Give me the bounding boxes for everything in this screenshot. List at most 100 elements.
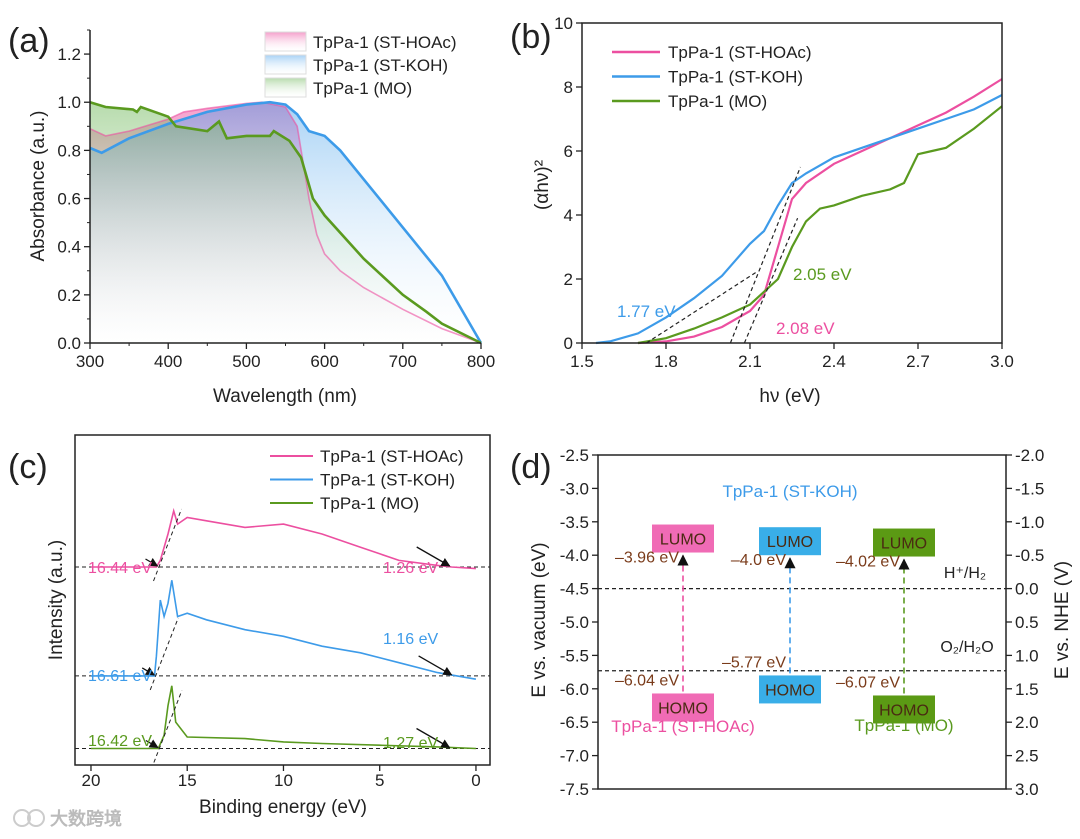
legend-label: TpPa-1 (ST-KOH) — [313, 56, 448, 75]
arrow — [416, 727, 451, 749]
panel-label-b: (b) — [510, 18, 552, 56]
y-tick-label: 0.8 — [57, 141, 81, 160]
right-y-tick-label: 1.5 — [1015, 680, 1039, 699]
panel-label-a: (a) — [8, 22, 50, 60]
lumo-label: LUMO — [660, 532, 706, 549]
cutoff-label: 16.42 eV — [88, 733, 152, 750]
legend-label: TpPa-1 (ST-KOH) — [668, 68, 803, 87]
series-line-hoac — [91, 507, 476, 570]
band-gap-label: 2.08 eV — [776, 319, 835, 338]
lumo-energy-label: –4.02 eV — [836, 554, 900, 571]
y-tick-label: -5.0 — [560, 613, 589, 632]
right-y-tick-label: 0.0 — [1015, 580, 1039, 599]
arrow — [141, 666, 156, 676]
right-y-tick-label: -0.5 — [1015, 546, 1044, 565]
y-tick-label: 0.2 — [57, 286, 81, 305]
plot-frame — [74, 434, 491, 766]
y-tick-label: 0.6 — [57, 190, 81, 209]
x-tick-label: 1.5 — [570, 352, 594, 371]
arrow — [145, 557, 159, 567]
right-y-tick-label: 3.0 — [1015, 780, 1039, 799]
homo-label: HOMO — [765, 682, 815, 699]
plot-frame — [597, 454, 1007, 790]
lumo-energy-label: –4.0 eV — [731, 552, 786, 569]
lumo-box — [759, 527, 821, 556]
y-tick-label: -7.0 — [560, 747, 589, 766]
series-line-mo — [637, 105, 1003, 345]
panel-a: (a) 300 400 500 600 700 800 0.0 0.2 0.4 0.6 0.8 1.0 1… — [8, 22, 495, 407]
y-tick-label: 0.4 — [57, 238, 81, 257]
y-axis-label-left: E vs. vacuum (eV) — [529, 542, 550, 697]
watermark: 大数跨境 — [13, 808, 122, 829]
x-tick-label: 700 — [389, 352, 417, 371]
legend-label: TpPa-1 (MO) — [668, 92, 767, 111]
lumo-box — [652, 524, 714, 553]
arrow — [418, 655, 453, 676]
x-tick-label: 2.4 — [822, 352, 846, 371]
homo-box — [759, 675, 821, 704]
x-tick-label: 1.8 — [654, 352, 678, 371]
legend-swatch-mo — [264, 77, 307, 98]
tangent-line — [646, 272, 756, 344]
series-line-hoac — [637, 78, 1003, 345]
tangent-line — [743, 217, 799, 344]
legend-label: TpPa-1 (ST-HOAc) — [668, 43, 812, 62]
cutoff-tangent — [149, 617, 179, 691]
watermark-logo-icon — [27, 809, 45, 827]
x-axis-label: hν (eV) — [759, 386, 820, 407]
right-y-tick-label: 1.0 — [1015, 646, 1039, 665]
homo-energy-label: –6.04 eV — [615, 672, 679, 689]
panel-label-c: (c) — [8, 448, 48, 486]
x-tick-label: 2.1 — [738, 352, 762, 371]
x-tick-label: 5 — [375, 771, 384, 790]
y-tick-label: -5.5 — [560, 646, 589, 665]
x-tick-label: 400 — [154, 352, 182, 371]
lumo-box — [873, 528, 935, 557]
band-gap-label: 1.77 eV — [617, 302, 676, 321]
series-line-koh — [91, 580, 477, 680]
homo-label: HOMO — [879, 702, 929, 719]
y-axis-label-right: E vs. NHE (V) — [1052, 561, 1073, 679]
watermark-text: 大数跨境 — [50, 808, 122, 829]
y-tick-label: 6 — [564, 142, 573, 161]
band-gap-label: 2.05 eV — [793, 265, 852, 284]
homo-box — [652, 693, 714, 722]
onset-label: 1.27 eV — [383, 735, 438, 752]
right-y-tick-label: 2.5 — [1015, 747, 1039, 766]
legend-swatch-hoac — [264, 31, 307, 52]
legend-label: TpPa-1 (ST-KOH) — [320, 471, 455, 490]
x-axis-label: Binding energy (eV) — [199, 797, 367, 818]
y-tick-label: 1.0 — [57, 93, 81, 112]
x-tick-label: 3.0 — [990, 352, 1014, 371]
y-axis-label: Intensity (a.u.) — [46, 540, 67, 660]
x-tick-label: 500 — [232, 352, 260, 371]
y-tick-label: 1.2 — [57, 45, 81, 64]
y-tick-label: 0.0 — [57, 334, 81, 353]
cutoff-label: 16.44 eV — [88, 560, 152, 577]
x-tick-label: 0 — [471, 771, 480, 790]
x-tick-label: 2.7 — [906, 352, 930, 371]
x-axis-label: Wavelength (nm) — [213, 386, 357, 407]
x-tick-label: 600 — [310, 352, 338, 371]
cutoff-tangent — [153, 508, 182, 582]
right-y-tick-label: -2.0 — [1015, 446, 1044, 465]
panel-d: (d) -2.5 -3.0 -3.5 -4.0 -4.5 -5.0 -5.5 -6.0 -6.5 -… — [510, 446, 1073, 799]
right-y-tick-label: -1.0 — [1015, 513, 1044, 532]
lumo-label: LUMO — [767, 534, 813, 551]
reference-level-label: H⁺/H₂ — [944, 565, 986, 582]
y-tick-label: -6.0 — [560, 680, 589, 699]
legend-label: TpPa-1 (ST-HOAc) — [320, 447, 464, 466]
y-tick-label: 4 — [564, 206, 573, 225]
arrow — [416, 546, 451, 567]
material-name: TpPa-1 (ST-HOAc) — [611, 717, 755, 736]
y-tick-label: -4.0 — [560, 546, 589, 565]
material-name: TpPa-1 (ST-KOH) — [722, 482, 857, 501]
series-line-hoac — [89, 101, 482, 344]
x-tick-label: 800 — [467, 352, 495, 371]
y-tick-label: -7.5 — [560, 780, 589, 799]
series-line-koh — [595, 94, 1003, 345]
x-tick-label: 15 — [178, 771, 197, 790]
y-tick-label: 8 — [564, 78, 573, 97]
y-tick-label: -4.5 — [560, 580, 589, 599]
